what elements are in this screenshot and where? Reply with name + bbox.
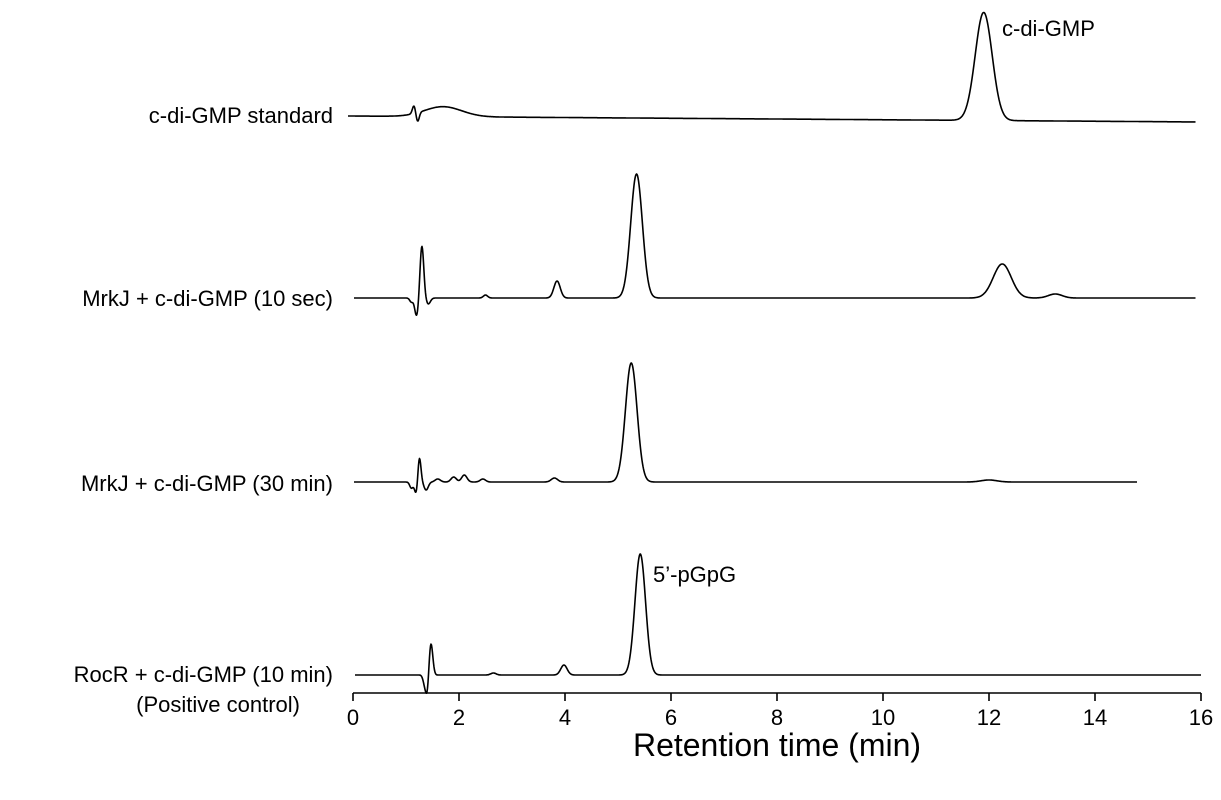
peak-label-5-pgpg: 5’-pGpG	[653, 562, 736, 587]
trace-line-rocr-10min	[354, 553, 1202, 695]
trace-label-mrkj-10sec: MrkJ + c-di-GMP (10 sec)	[82, 286, 333, 311]
trace-label-rocr-10min: RocR + c-di-GMP (10 min)	[74, 662, 333, 687]
x-axis-title: Retention time (min)	[633, 727, 921, 763]
trace-label-standard: c-di-GMP standard	[149, 103, 333, 128]
x-tick-label: 14	[1083, 705, 1107, 730]
trace-line-standard	[347, 11, 1196, 123]
x-tick-label: 10	[871, 705, 895, 730]
trace-label-positive-control: (Positive control)	[136, 692, 300, 717]
x-tick-label: 4	[559, 705, 571, 730]
x-tick-label: 0	[347, 705, 359, 730]
x-tick-label: 6	[665, 705, 677, 730]
x-tick-label: 8	[771, 705, 783, 730]
chromatogram-traces	[347, 11, 1202, 695]
peak-label-c-di-gmp: c-di-GMP	[1002, 16, 1095, 41]
trace-label-mrkj-30min: MrkJ + c-di-GMP (30 min)	[81, 471, 333, 496]
x-tick-label: 16	[1189, 705, 1213, 730]
x-tick-label: 12	[977, 705, 1001, 730]
trace-line-mrkj-30min	[353, 362, 1138, 494]
x-axis-ticks: 0 2 4 6 8 10 12 14 16	[347, 693, 1213, 730]
trace-line-mrkj-10sec	[353, 173, 1196, 317]
x-tick-label: 2	[453, 705, 465, 730]
